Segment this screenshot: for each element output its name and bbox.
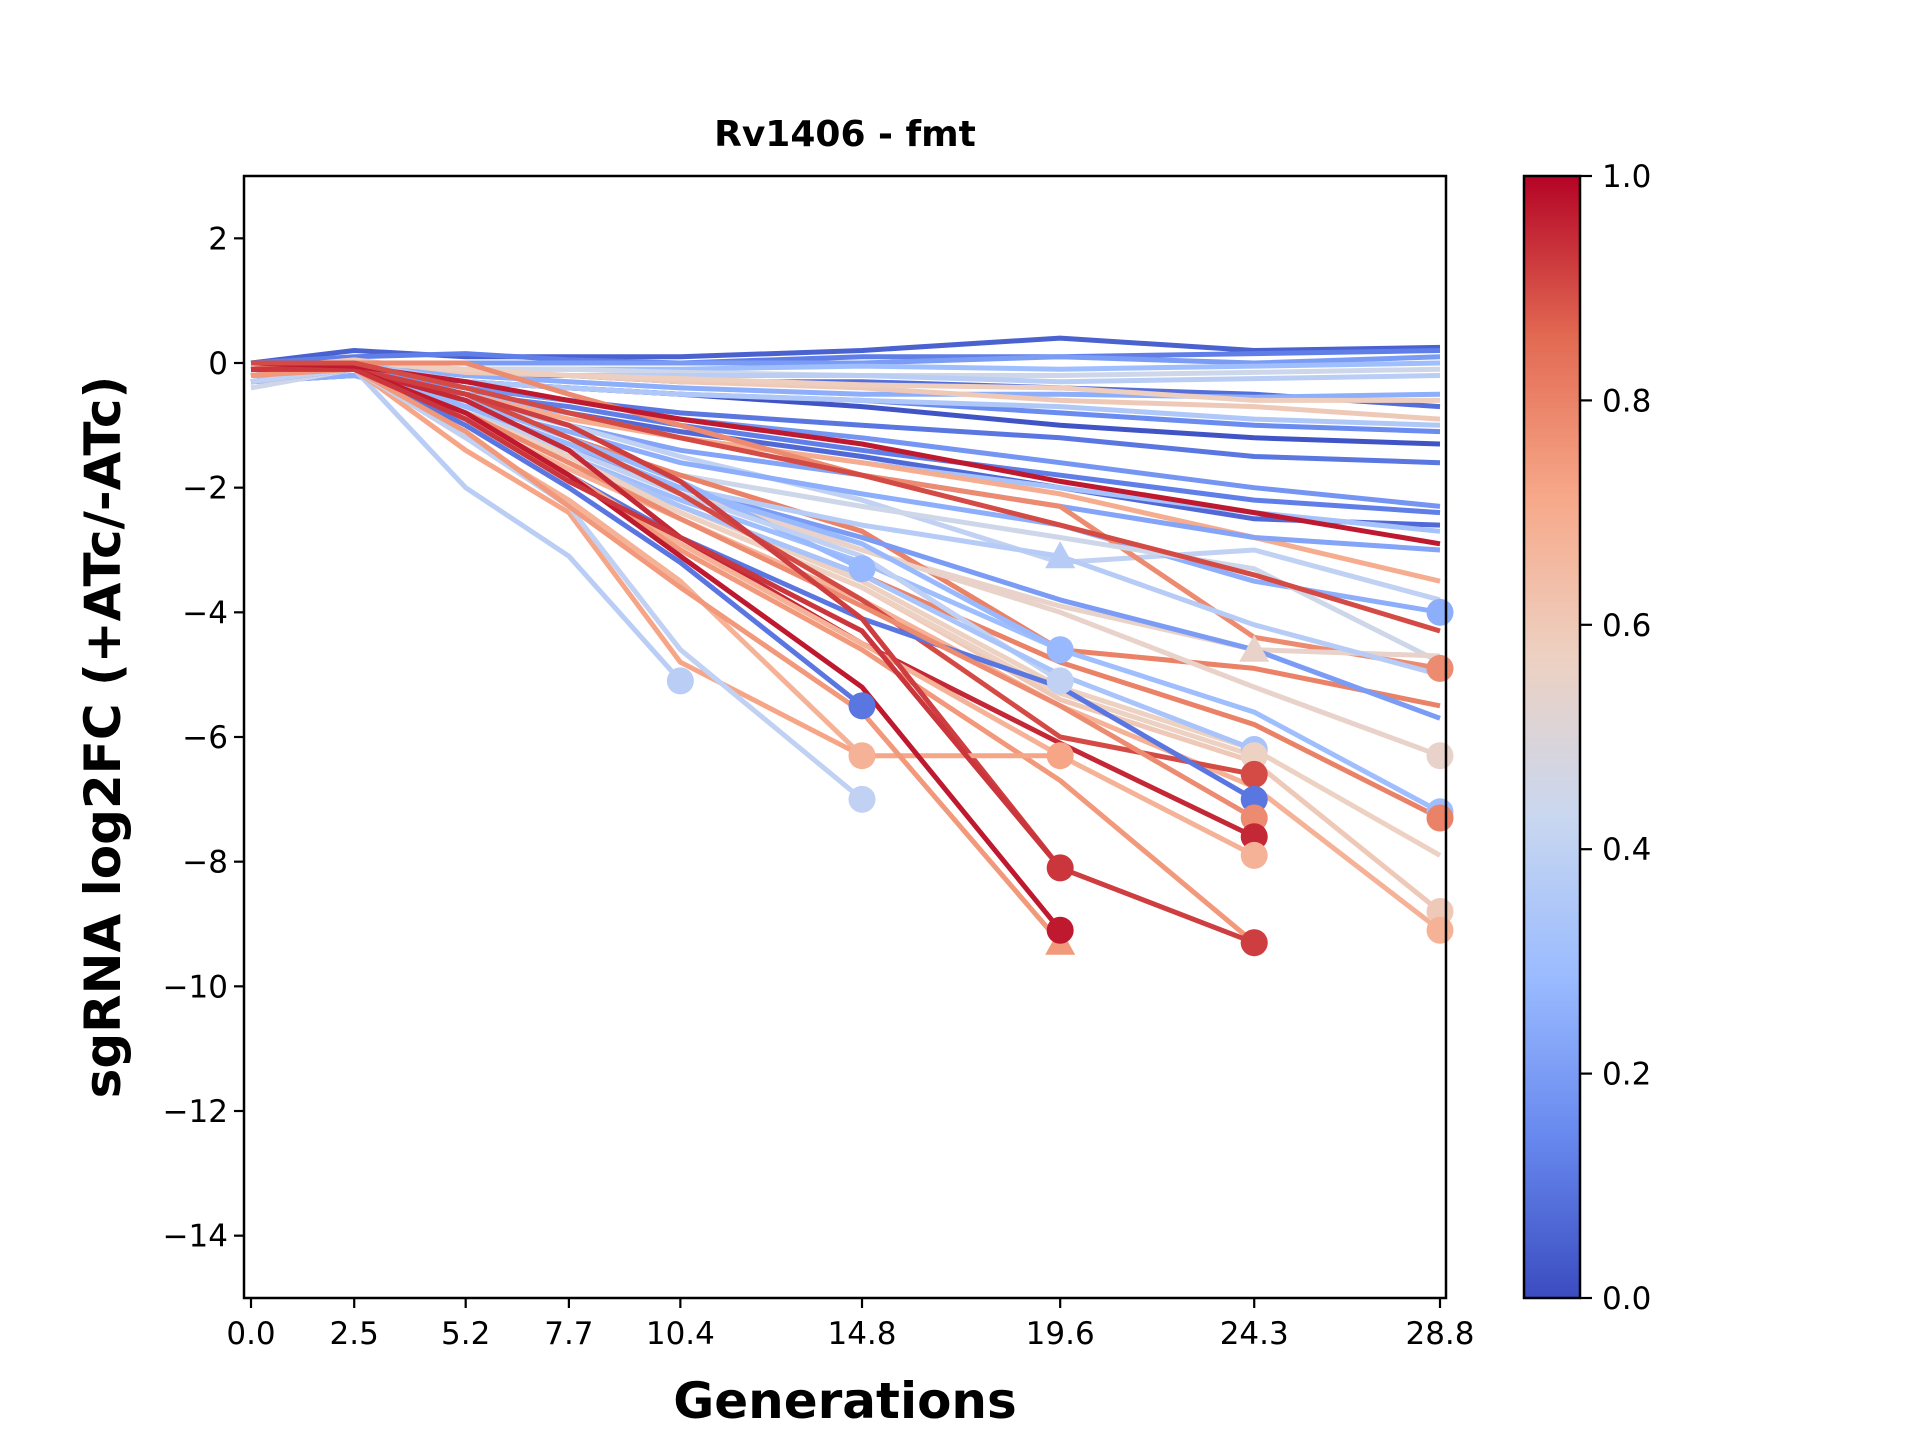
chart-title: Rv1406 - fmt [714, 114, 976, 155]
x-tick-label: 19.6 [1026, 1316, 1095, 1352]
y-tick-label: −4 [182, 595, 228, 631]
series-line [250, 335, 1441, 366]
y-axis-label: sgRNA log2FC (+ATc/-ATc) [74, 376, 132, 1099]
y-tick-label: −2 [182, 471, 228, 507]
y-tick-label: −14 [163, 1219, 228, 1255]
point-marker [848, 785, 876, 813]
point-marker [1240, 929, 1268, 957]
x-tick-label: 10.4 [646, 1316, 715, 1352]
point-marker [1240, 804, 1268, 832]
point-marker [1046, 854, 1074, 882]
point-marker [848, 555, 876, 583]
colorbar: 0.0 0.2 0.4 0.6 0.8 1.0 [1522, 159, 1651, 1317]
point-marker [1046, 667, 1074, 695]
y-tick-label: 0 [208, 346, 228, 382]
colorbar-tick-label: 0.2 [1602, 1057, 1651, 1093]
point-marker [1426, 598, 1454, 626]
point-marker [1046, 742, 1074, 770]
colorbar-ticks: 0.0 0.2 0.4 0.6 0.8 1.0 [1580, 159, 1651, 1317]
point-marker [666, 667, 694, 695]
point-marker [1426, 804, 1454, 832]
point-marker [1240, 785, 1268, 813]
series-layer [250, 335, 1442, 946]
x-tick-label: 24.3 [1220, 1316, 1289, 1352]
colorbar-tick-label: 1.0 [1602, 159, 1651, 195]
x-tick-label: 7.7 [544, 1316, 593, 1352]
triangle-marker [1239, 634, 1270, 662]
y-tick-label: −6 [182, 720, 228, 756]
x-tick-label: 28.8 [1405, 1316, 1474, 1352]
point-marker [1240, 823, 1268, 851]
colorbar-tick-label: 0.4 [1602, 832, 1651, 868]
marker-layer [666, 541, 1454, 957]
x-axis-label: Generations [673, 1372, 1017, 1430]
point-marker [1426, 654, 1454, 682]
x-tick-label: 14.8 [827, 1316, 896, 1352]
y-tick-label: −8 [182, 845, 228, 881]
point-marker [1240, 841, 1268, 869]
point-marker [1240, 760, 1268, 788]
y-tick-label: 2 [208, 221, 228, 257]
series-line [250, 360, 1441, 671]
colorbar-gradient [1522, 174, 1582, 1300]
point-marker [1046, 636, 1074, 664]
point-marker [848, 692, 876, 720]
point-marker [1426, 916, 1454, 944]
x-tick-label: 0.0 [226, 1316, 275, 1352]
colorbar-tick-label: 0.8 [1602, 383, 1651, 419]
y-tick-label: −10 [163, 969, 228, 1005]
point-marker [1426, 742, 1454, 770]
y-axis: 2 0 −2 −4 −6 −8 −10 −12 −14 [163, 221, 244, 1255]
point-marker [848, 742, 876, 770]
y-tick-label: −12 [163, 1094, 228, 1130]
x-tick-label: 5.2 [441, 1316, 490, 1352]
x-tick-label: 2.5 [330, 1316, 379, 1352]
series-line [251, 366, 1063, 870]
series-line [251, 360, 1441, 634]
colorbar-tick-label: 0.6 [1602, 608, 1651, 644]
colorbar-tick-label: 0.0 [1602, 1281, 1651, 1317]
point-marker [1046, 916, 1074, 944]
x-axis: 0.0 2.5 5.2 7.7 10.4 14.8 19.6 24.3 28.8 [226, 1298, 1475, 1352]
triangle-marker [1045, 541, 1076, 569]
point-marker [1240, 742, 1268, 770]
